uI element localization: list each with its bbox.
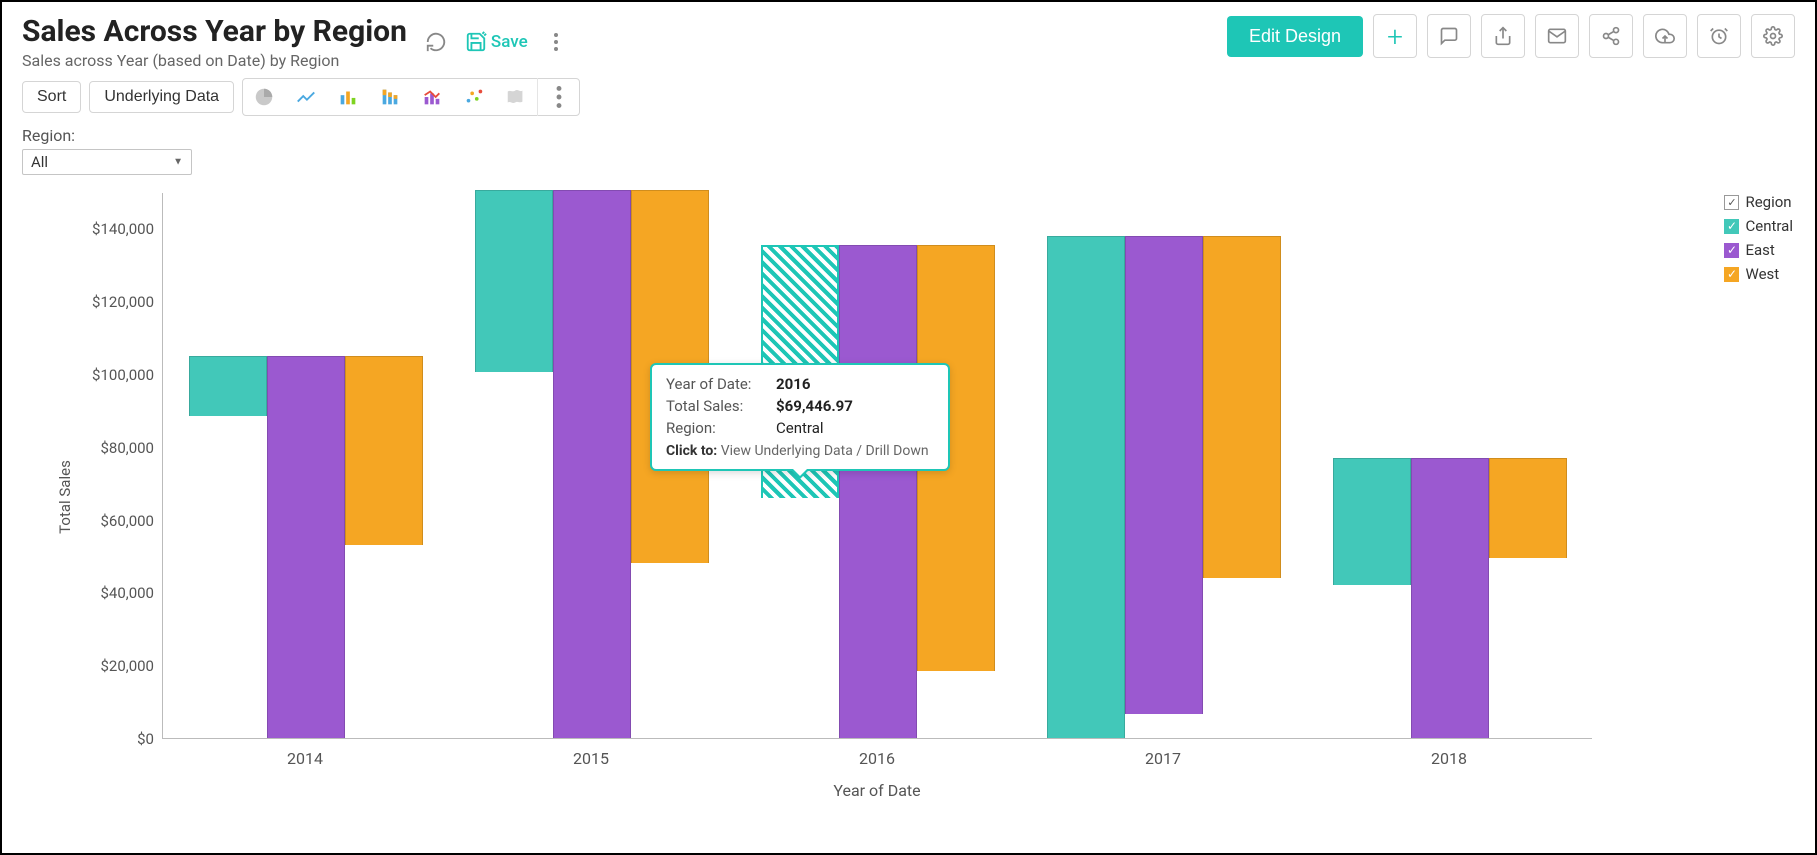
legend-checkbox[interactable]: ✓ [1724,267,1739,282]
bar[interactable] [1333,458,1411,585]
legend-item[interactable]: ✓ East [1724,241,1793,259]
toolbar-kebab-icon[interactable] [537,78,579,116]
gear-icon[interactable] [1751,14,1795,58]
bar[interactable] [1125,236,1203,715]
header-bar: Sales Across Year by Region Sales across… [22,14,1795,70]
scatter-chart-icon[interactable] [453,78,495,116]
y-tick: $120,000 [74,293,154,311]
bar[interactable] [1203,236,1281,578]
legend-checkbox[interactable]: ✓ [1724,243,1739,258]
x-tick: 2015 [573,749,609,768]
stacked-bar-icon[interactable] [369,78,411,116]
x-tick: 2014 [287,749,323,768]
bar[interactable] [1047,236,1125,738]
combo-chart-icon[interactable] [411,78,453,116]
bar[interactable] [1411,458,1489,738]
comment-icon[interactable] [1427,14,1471,58]
refresh-icon[interactable] [425,31,447,53]
x-tick: 2017 [1145,749,1181,768]
cloud-icon[interactable] [1643,14,1687,58]
filter-row: Region: All [22,126,1795,175]
legend-item-label: West [1745,265,1779,283]
sort-button[interactable]: Sort [22,81,81,113]
map-chart-icon[interactable] [495,78,537,116]
legend-title[interactable]: ✓ Region [1724,193,1793,211]
save-button[interactable]: Save [465,31,528,53]
export-icon[interactable] [1481,14,1525,58]
legend-title-label: Region [1745,193,1791,211]
chart-tooltip: Year of Date:2016Total Sales:$69,446.97R… [650,363,950,471]
y-tick: $40,000 [74,584,154,602]
region-filter-select[interactable]: All [22,149,192,175]
legend-item-label: Central [1745,217,1793,235]
edit-design-button[interactable]: Edit Design [1227,16,1363,57]
region-filter-label: Region: [22,126,1795,145]
y-tick: $60,000 [74,512,154,530]
y-tick: $80,000 [74,439,154,457]
legend-checkbox[interactable]: ✓ [1724,219,1739,234]
chart-plot: $0$20,000$40,000$60,000$80,000$100,000$1… [162,193,1592,739]
pie-chart-icon[interactable] [243,78,285,116]
legend-item-label: East [1745,241,1774,259]
region-filter-value: All [31,153,48,171]
legend-item[interactable]: ✓ Central [1724,217,1793,235]
bar-group [761,245,995,738]
bar-chart-icon[interactable] [327,78,369,116]
mail-icon[interactable] [1535,14,1579,58]
bar[interactable] [553,190,631,738]
page-subtitle: Sales across Year (based on Date) by Reg… [22,51,407,70]
alarm-icon[interactable] [1697,14,1741,58]
bar[interactable] [345,356,423,545]
save-label: Save [491,32,528,52]
line-chart-icon[interactable] [285,78,327,116]
legend: ✓ Region ✓ Central ✓ East ✓ West [1724,193,1793,289]
title-block: Sales Across Year by Region Sales across… [22,14,407,70]
y-tick: $100,000 [74,366,154,384]
bar[interactable] [839,245,917,738]
chart-type-group [242,78,580,116]
x-tick: 2016 [859,749,895,768]
bar-group [189,356,423,738]
chart-container: Total Sales $0$20,000$40,000$60,000$80,0… [22,193,1795,800]
y-tick: $0 [74,730,154,748]
page-title: Sales Across Year by Region [22,14,407,49]
legend-item[interactable]: ✓ West [1724,265,1793,283]
legend-title-checkbox[interactable]: ✓ [1724,195,1739,210]
bar-group [1333,458,1567,738]
x-axis-label: Year of Date [162,781,1592,800]
x-tick: 2018 [1431,749,1467,768]
view-toolbar: Sort Underlying Data [22,78,1795,116]
add-button[interactable]: + [1373,14,1417,58]
header-kebab-icon[interactable] [546,28,566,56]
bar-group [1047,236,1281,738]
bar[interactable] [475,190,553,372]
y-tick: $140,000 [74,220,154,238]
bar[interactable] [267,356,345,738]
share-icon[interactable] [1589,14,1633,58]
bar[interactable] [189,356,267,416]
underlying-data-button[interactable]: Underlying Data [89,81,234,113]
y-tick: $20,000 [74,657,154,675]
bar[interactable] [1489,458,1567,558]
